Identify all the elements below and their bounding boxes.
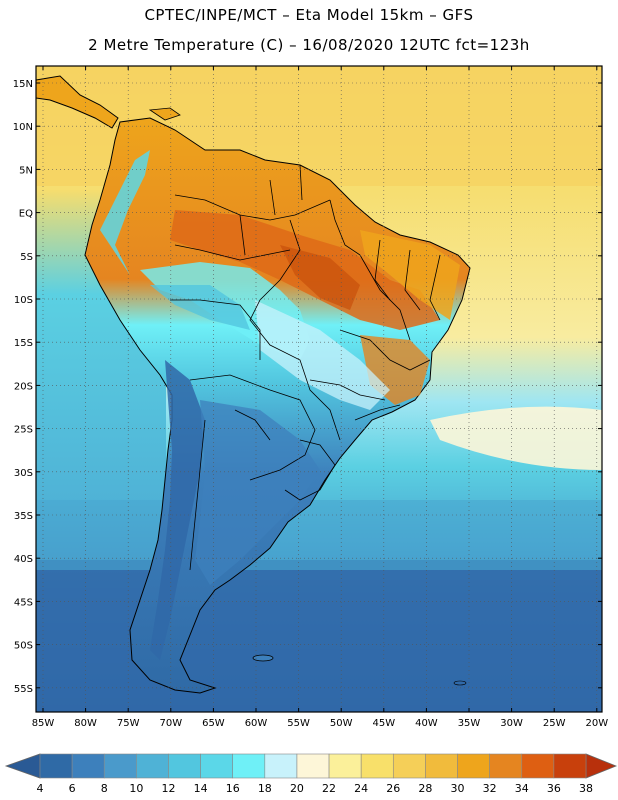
colorbar-label: 4 xyxy=(37,782,44,795)
colorbar-label: 22 xyxy=(322,782,336,795)
lat-label: 40S xyxy=(14,554,33,565)
lat-label: 5N xyxy=(19,165,33,176)
lat-label: 45S xyxy=(14,597,33,608)
lon-label: 30W xyxy=(500,718,523,729)
colorbar-segment xyxy=(168,753,201,779)
lon-label: 85W xyxy=(32,718,55,729)
lon-label: 35W xyxy=(458,718,481,729)
lat-label: 5S xyxy=(20,252,33,263)
colorbar-label: 24 xyxy=(354,782,368,795)
colorbar-label: 20 xyxy=(290,782,304,795)
colorbar: 4 6 8 10 12 14 16 18 20 22 24 26 28 30 32 34 36 38 xyxy=(4,753,618,795)
colorbar-label: 26 xyxy=(386,782,400,795)
lon-label: 20W xyxy=(585,718,608,729)
lon-label: 80W xyxy=(74,718,97,729)
colorbar-segment xyxy=(392,753,426,779)
lat-label: 30S xyxy=(14,468,33,479)
colorbar-label: 6 xyxy=(69,782,76,795)
lat-label: 55S xyxy=(14,684,33,695)
map-title-line1: CPTEC/INPE/MCT – Eta Model 15km – GFS xyxy=(144,6,474,24)
lon-label: 65W xyxy=(202,718,225,729)
colorbar-label: 18 xyxy=(258,782,272,795)
lat-label: 15S xyxy=(14,338,33,349)
lon-label: 75W xyxy=(117,718,140,729)
southern-ocean xyxy=(36,560,602,712)
central-america-land xyxy=(36,75,119,129)
lon-label: 60W xyxy=(245,718,268,729)
colorbar-label: 36 xyxy=(547,782,561,795)
colorbar-label: 8 xyxy=(101,782,108,795)
map-frame xyxy=(35,65,603,713)
lat-label: 25S xyxy=(14,425,33,436)
colorbar-label: 28 xyxy=(418,782,432,795)
colorbar-label: 30 xyxy=(451,782,465,795)
lon-label: 50W xyxy=(330,718,353,729)
colorbar-segment xyxy=(489,753,523,779)
lat-label: 10N xyxy=(13,122,33,133)
lat-label: 20S xyxy=(14,381,33,392)
colorbar-segment xyxy=(264,753,298,779)
colorbar-segment xyxy=(425,753,458,779)
falkland-islands xyxy=(252,654,274,662)
map-area xyxy=(36,66,602,712)
colorbar-label: 12 xyxy=(161,782,175,795)
colorbar-label: 14 xyxy=(194,782,208,795)
colorbar-segment xyxy=(232,753,266,779)
warm-sea-patch xyxy=(430,406,602,470)
colorbar-label: 38 xyxy=(579,782,593,795)
colorbar-label: 34 xyxy=(515,782,529,795)
colorbar-segment xyxy=(328,753,362,779)
colorbar-segment xyxy=(39,753,73,779)
lon-label: 45W xyxy=(372,718,395,729)
colorbar-segment xyxy=(136,753,169,779)
colorbar-segment xyxy=(200,753,234,779)
colorbar-low-arrow xyxy=(4,753,41,779)
lat-label: 50S xyxy=(14,641,33,652)
lon-label: 25W xyxy=(543,718,566,729)
map-title-line2: 2 Metre Temperature (C) – 16/08/2020 12U… xyxy=(88,36,530,54)
country-borders xyxy=(170,164,441,571)
lat-label: 35S xyxy=(14,511,33,522)
colorbar-segment xyxy=(521,753,555,779)
colorbar-segment xyxy=(360,753,394,779)
lon-label: 55W xyxy=(287,718,310,729)
colorbar-segment xyxy=(457,753,490,779)
colorbar-segment xyxy=(71,753,105,779)
colorbar-high-arrow xyxy=(585,753,618,779)
lat-label: 10S xyxy=(14,295,33,306)
colorbar-segment xyxy=(296,753,330,779)
colorbar-segment xyxy=(103,753,137,779)
longitude-axis: 85W 80W 75W 70W 65W 60W 55W 50W 45W 40W 35W 30W 25W 2… xyxy=(32,66,608,729)
lon-label: 70W xyxy=(159,718,182,729)
lon-label: 40W xyxy=(415,718,438,729)
lat-label: 15N xyxy=(13,79,33,90)
colorbar-label: 16 xyxy=(226,782,240,795)
colorbar-label: 10 xyxy=(129,782,143,795)
colorbar-segment xyxy=(553,753,587,779)
latitude-axis: 15N 10N 5N EQ 5S 10S 15S 20S 25S 30S 35S 40S 45S 50S 5… xyxy=(13,79,602,695)
colorbar-label: 32 xyxy=(483,782,497,795)
lat-label: EQ xyxy=(19,209,33,220)
